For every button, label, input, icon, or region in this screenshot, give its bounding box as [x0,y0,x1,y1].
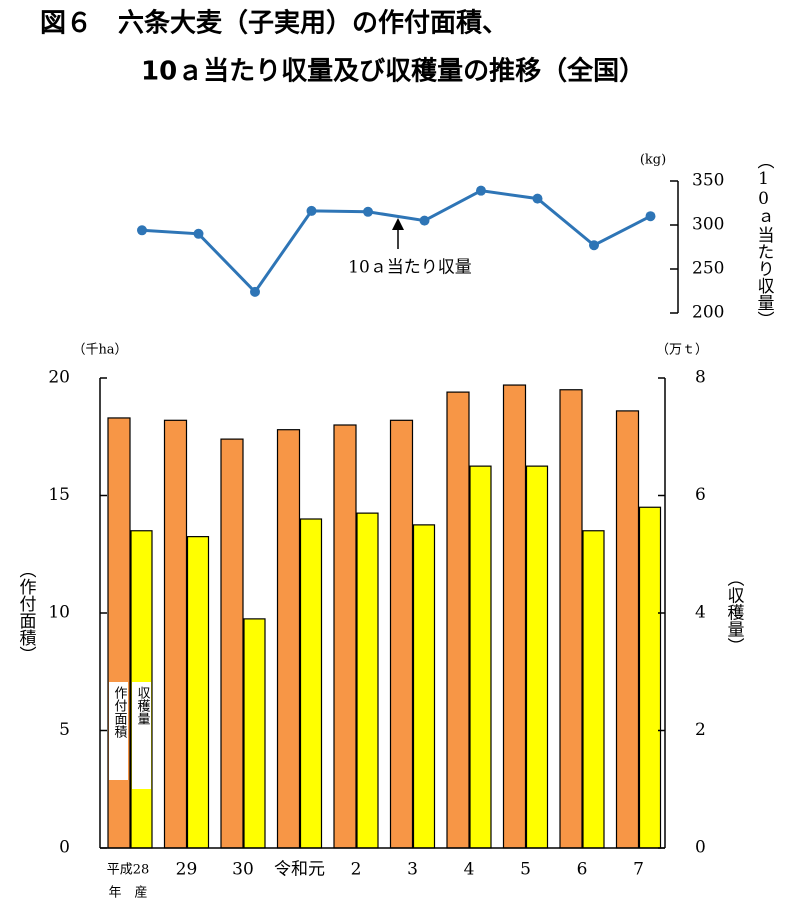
point [250,286,260,297]
y2-tick-label: 6 [695,485,706,505]
bar [276,429,301,849]
point [363,206,373,217]
bar [502,384,527,849]
y2-tick-label: 2 [695,720,706,740]
bar [559,389,583,849]
point [419,215,430,226]
point [193,228,204,239]
y-axis-label: （作付面積） [16,561,37,663]
bar [186,536,210,849]
line [141,189,652,295]
x-tick-label: 2 [351,860,362,880]
y-tick-label: 250 [692,259,724,279]
bar [582,530,605,849]
y-tick-label: 20 [48,368,70,388]
y2-tick-label: 4 [695,603,706,623]
title-line: 10ａ当たり収量及び収穫量の推移（全国） [141,56,645,87]
bar [356,512,379,849]
bar [615,410,640,849]
point [589,240,599,251]
bar [107,417,131,849]
y2-tick-label: 8 [695,368,706,388]
x-suffix: 年 産 [108,885,147,901]
y-tick-label: 5 [59,720,70,740]
point [476,185,486,196]
y2-unit: （万ｔ） [656,343,708,358]
bar [412,524,436,849]
bar [469,465,492,849]
x-tick-label: 30 [232,860,254,880]
y2-axis-label: （収穫量） [724,570,745,655]
legend-label: 収穫量 [135,686,151,725]
bar [163,419,188,849]
x-tick-label: 29 [176,860,198,880]
point [645,211,656,222]
legend-label: 作付面積 [112,686,128,738]
y-tick-label: 300 [692,215,724,235]
y-unit: （千ha） [72,343,127,358]
bar [243,618,266,849]
bar [299,518,323,849]
y-tick-label: 0 [59,838,70,858]
bar [389,419,414,849]
y-tick-label: 15 [48,485,70,505]
x-tick-label: 令和元 [274,860,325,880]
title-line: 図６ 六条大麦（子実用）の作付面積、 [40,8,508,39]
y-tick-label: 200 [692,303,724,323]
legend-box [132,682,151,789]
y-axis-label: （10ａ当たり収量） [754,152,775,328]
point [137,225,147,236]
bar [333,424,357,849]
bar [525,465,549,849]
annotation: 10ａ当たり収量 [348,258,472,278]
y-tick-label: 10 [48,603,70,623]
y-unit: (kg) [640,153,666,168]
legend-box [109,682,128,780]
x-tick-label: 5 [520,860,531,880]
y-tick-label: 350 [692,171,724,191]
bar [220,438,244,849]
point [306,205,317,216]
bar [446,391,470,849]
x-tick-label: 平成28 [107,863,150,878]
x-tick-label: 7 [633,860,644,880]
x-tick-label: 6 [577,860,588,880]
x-tick-label: 3 [407,860,418,880]
x-tick-label: 4 [464,860,475,880]
y2-tick-label: 0 [695,838,706,858]
point [532,193,543,204]
bar [638,506,662,849]
